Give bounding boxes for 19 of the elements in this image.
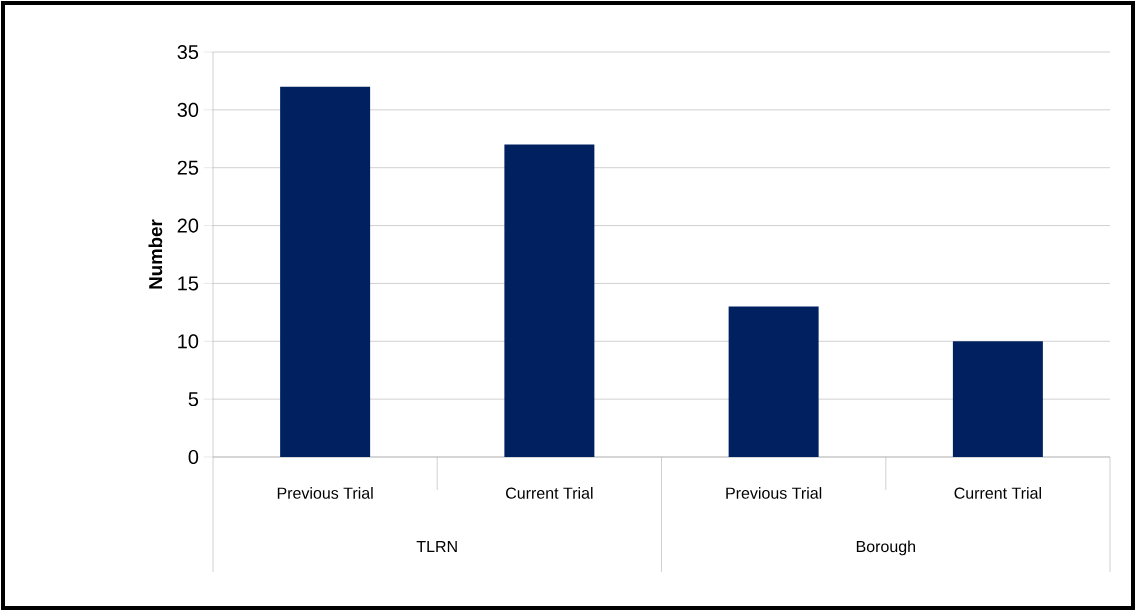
- y-tick-label: 30: [177, 102, 199, 117]
- bar: [504, 144, 595, 457]
- text: Borough: [856, 540, 916, 556]
- y-tick-label: 20: [177, 218, 199, 233]
- bar: [728, 306, 819, 457]
- bar: [952, 341, 1043, 457]
- x-tick-label: Previous Trial: [726, 487, 822, 499]
- y-tick-label: 10: [178, 334, 199, 349]
- y-tick-label: 35: [177, 44, 199, 60]
- x-tick-label: Previous Trial: [277, 487, 373, 499]
- y-tick-label: 15: [178, 276, 199, 291]
- y-tick-label: 5: [188, 392, 199, 407]
- text: TLRN: [416, 541, 457, 552]
- x-tick-label: Current Trial: [506, 487, 593, 499]
- y-axis-title: Number: [148, 219, 163, 289]
- y-tick-label: 25: [177, 160, 199, 175]
- y-tick-label: 0: [188, 449, 199, 465]
- x-tick-label: Current Trial: [954, 487, 1041, 499]
- bar: [280, 86, 371, 457]
